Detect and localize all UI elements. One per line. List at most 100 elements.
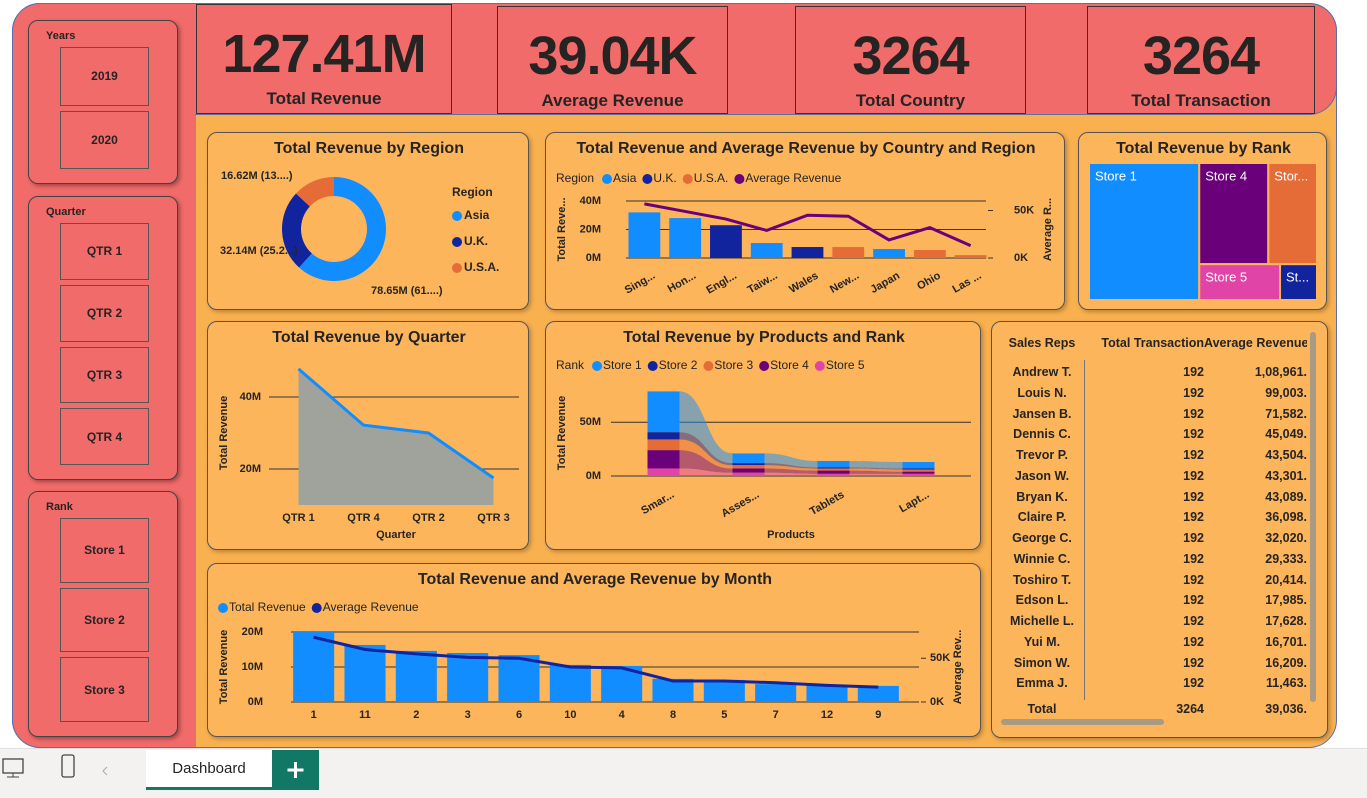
table-cell: 192 — [1183, 365, 1204, 379]
x-tick-label: Wales — [787, 270, 820, 296]
legend-label: Store 2 — [659, 358, 698, 372]
table-cell: Claire P. — [1017, 510, 1067, 525]
kpi-label: Total Transaction — [1131, 91, 1271, 110]
slicer-item[interactable]: Store 1 — [60, 518, 149, 583]
legend-title: Region — [556, 171, 594, 185]
slicer-item[interactable]: Store 2 — [60, 587, 149, 653]
x-tick-label: 4 — [619, 709, 626, 721]
legend-label: U.K. — [464, 234, 488, 248]
ribbon — [764, 472, 818, 476]
bar — [703, 679, 745, 702]
bar-segment — [902, 473, 935, 476]
tile-label: Store 1 — [1095, 168, 1137, 183]
x-tick-label: 10 — [564, 709, 576, 721]
y2-tick-label: 50K — [930, 652, 950, 664]
bar-segment — [732, 463, 765, 466]
add-page-button[interactable] — [272, 750, 319, 790]
table-cell: 192 — [1183, 468, 1204, 483]
ribbon — [849, 470, 903, 474]
slicer: Quarter QTR 1 QTR 2 QTR 3 QTR 4 — [28, 196, 178, 480]
scrollbar[interactable] — [1310, 332, 1316, 702]
slicer-item[interactable]: QTR 3 — [60, 346, 149, 404]
chart: Total Revenue by Rank Store 1 Store 4 Stor.… — [1088, 140, 1318, 301]
axis-title: Quarter — [376, 529, 416, 541]
slicer-item[interactable]: QTR 4 — [60, 408, 149, 465]
slicer-item[interactable]: QTR 2 — [60, 284, 149, 342]
y-tick-label: 10M — [242, 661, 263, 673]
table-cell: 192 — [1183, 634, 1204, 649]
bar-segment — [902, 468, 935, 470]
table-cell: 192 — [1183, 676, 1204, 691]
table-cell: Simon W. — [1013, 655, 1071, 670]
legend-marker — [814, 361, 825, 371]
legend-marker — [734, 174, 745, 184]
x-tick-label: 12 — [821, 709, 833, 721]
donut-slice — [295, 177, 334, 207]
table-cell: 20,414. — [1265, 572, 1307, 587]
y2-tick-label: 0K — [930, 696, 944, 708]
y-tick-label: 50M — [580, 416, 601, 428]
table-cell: Trevor P. — [1016, 448, 1068, 462]
bar-segment — [902, 469, 935, 472]
table-cell: Andrew T. — [1012, 365, 1072, 379]
bar-segment — [902, 471, 935, 474]
chart: Total Revenue and Average Revenue by Mon… — [218, 571, 964, 721]
table-cell: 45,049. — [1265, 427, 1307, 442]
bar-segment — [647, 450, 680, 469]
slicer-item[interactable]: 2019 — [60, 47, 149, 106]
table-cell: 36,098. — [1265, 510, 1307, 525]
axis-title: Total Revenue — [218, 630, 230, 704]
slicer-item[interactable]: Store 3 — [60, 657, 149, 722]
table-cell: Yui M. — [1023, 634, 1061, 649]
bar-segment — [817, 467, 850, 469]
table-cell: Toshiro T. — [1012, 572, 1072, 587]
slicer-title: Rank — [46, 501, 73, 513]
bar-segment — [732, 468, 765, 473]
bar — [293, 632, 335, 702]
scrollbar[interactable] — [1001, 719, 1164, 725]
table-cell: 192 — [1183, 448, 1204, 462]
bar — [791, 247, 824, 258]
axis-title: Average Rev... — [952, 630, 964, 705]
table-cell: 192 — [1183, 593, 1204, 608]
slicer: Rank Store 1 Store 2 Store 3 — [28, 491, 178, 737]
kpi-card: 127.41M Total Revenue — [196, 4, 452, 114]
table-cell: Michelle L. — [1010, 614, 1074, 628]
x-tick-label: Hon... — [666, 270, 698, 296]
x-tick-label: 8 — [670, 709, 676, 721]
slicer-item[interactable]: 2020 — [60, 110, 149, 169]
slicer-item[interactable]: QTR 1 — [60, 223, 149, 280]
bar-segment — [647, 468, 680, 476]
column-header: Total Transaction — [1101, 336, 1204, 350]
bar — [832, 247, 865, 258]
table-cell: 17,985. — [1265, 593, 1307, 608]
table-cell: 192 — [1183, 489, 1204, 504]
x-tick-label: Asses... — [719, 489, 761, 520]
bar — [447, 653, 489, 702]
bar — [669, 218, 702, 258]
legend-label: Average Revenue — [745, 171, 841, 185]
x-tick-label: QTR 3 — [477, 512, 509, 524]
bar — [755, 684, 797, 702]
page-tab[interactable]: Dashboard — [146, 750, 272, 790]
bar — [395, 650, 437, 702]
y-tick-label: 40M — [580, 195, 601, 207]
x-tick-label: 9 — [875, 709, 881, 721]
table-cell: Edson L. — [1015, 593, 1069, 608]
bar-segment — [902, 462, 935, 469]
legend-marker — [311, 603, 322, 613]
bar — [857, 685, 899, 702]
chart: Total Revenue by Products and Rank 0M 50M S… — [556, 329, 971, 541]
chart-panel: Total Revenue by Quarter 20M 40M QTR 1 QTR 4… — [207, 321, 529, 550]
legend-title: Rank — [556, 358, 585, 372]
kpi-card: 39.04K Average Revenue — [497, 6, 728, 114]
table-cell: 99,003. — [1265, 385, 1307, 400]
chart-title: Total Revenue by Region — [274, 140, 464, 157]
table-cell: 192 — [1183, 614, 1204, 628]
legend-label: U.S.A. — [694, 171, 729, 185]
chart-title: Total Revenue by Products and Rank — [623, 329, 905, 346]
bar-segment — [732, 453, 765, 464]
table-cell: 192 — [1183, 385, 1204, 400]
y-tick-label: 0M — [248, 696, 263, 708]
ribbon — [679, 450, 733, 473]
